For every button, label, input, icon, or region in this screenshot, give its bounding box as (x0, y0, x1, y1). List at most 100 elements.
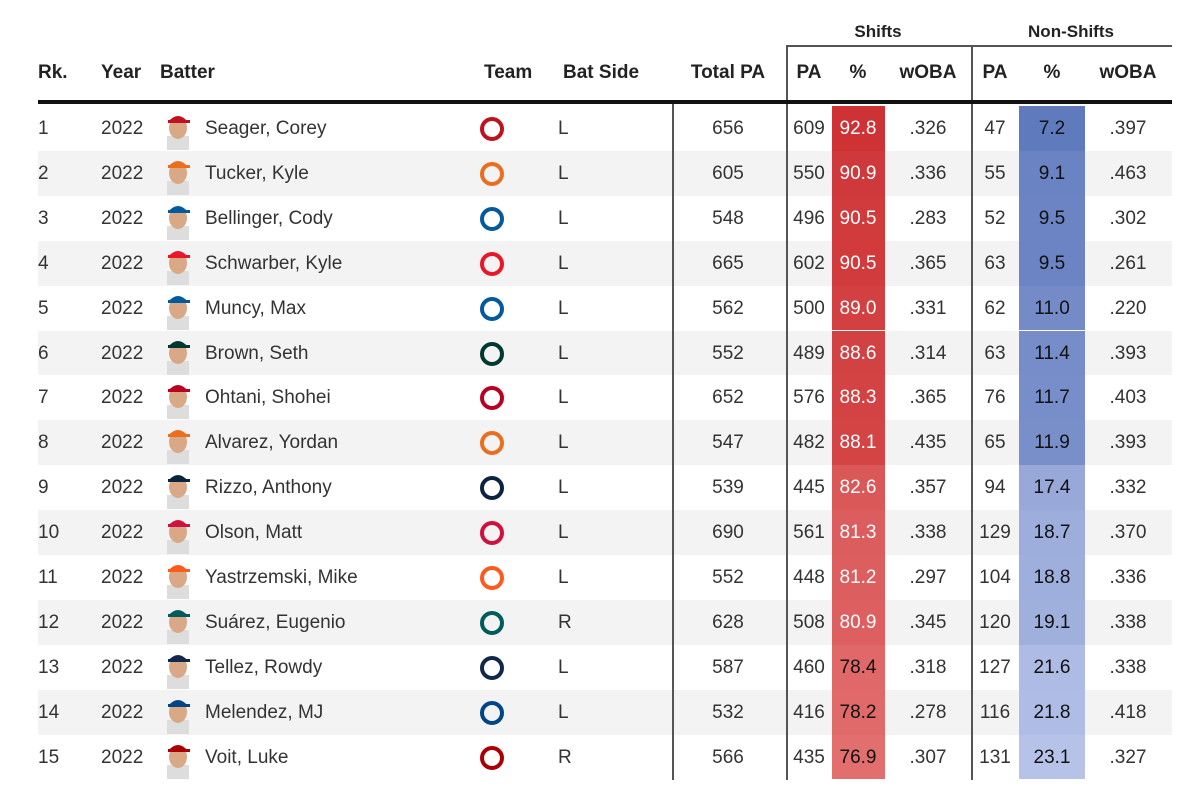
row-band (38, 330, 1172, 376)
nonshift-woba: .327 (1109, 746, 1147, 768)
team-logo (480, 161, 504, 186)
shift-pct-bg (832, 420, 885, 466)
headshot (167, 744, 190, 779)
row-band (38, 689, 1172, 735)
nonshift-woba: .418 (1109, 701, 1147, 723)
headshot (167, 609, 190, 644)
shift-pct: 90.5 (839, 207, 877, 229)
shift-woba: .318 (909, 656, 947, 678)
shift-pct-bg (832, 465, 885, 511)
shift-pa: 602 (793, 252, 825, 274)
bat-side: L (558, 701, 569, 723)
shift-pct: 80.9 (839, 611, 877, 633)
year: 2022 (101, 522, 144, 544)
bat-side: L (558, 252, 569, 274)
nonshift-pct: 11.0 (1034, 297, 1070, 319)
rank: 13 (38, 656, 60, 678)
total-pa: 665 (712, 252, 744, 274)
bat-side: L (558, 207, 569, 229)
shift-woba: .345 (909, 611, 947, 633)
shift-pct: 90.9 (839, 162, 877, 184)
nonshift-pct-bg (1019, 555, 1085, 600)
rank: 6 (38, 342, 49, 364)
shift-woba: .326 (909, 118, 947, 139)
column-header: Year (101, 62, 142, 83)
shift-pct-bg (832, 644, 885, 690)
shift-pct-bg (832, 195, 885, 241)
shift-pa: 460 (793, 656, 825, 678)
headshot (167, 250, 190, 285)
team-logo (480, 296, 504, 321)
rank: 9 (38, 477, 49, 499)
nonshift-pct-bg (1019, 330, 1085, 376)
nonshift-woba: .302 (1109, 207, 1147, 229)
nonshift-pa: 94 (984, 477, 1006, 499)
batter: Schwarber, Kyle (205, 252, 343, 274)
shift-woba: .365 (909, 252, 947, 274)
batter: Tucker, Kyle (205, 162, 309, 184)
batter: Bellinger, Cody (205, 207, 333, 229)
nonshift-woba: .463 (1109, 162, 1147, 184)
rank: 12 (38, 611, 60, 633)
column-header: PA (982, 62, 1008, 83)
total-pa: 587 (712, 656, 744, 678)
year: 2022 (101, 567, 144, 588)
rank: 7 (38, 387, 49, 409)
year: 2022 (101, 207, 144, 229)
headshot (167, 160, 190, 195)
nonshift-pct-bg (1019, 644, 1085, 690)
nonshift-pct-bg (1019, 106, 1085, 151)
year: 2022 (101, 746, 144, 768)
shift-woba: .297 (909, 567, 947, 588)
header-rule (38, 100, 1172, 104)
headshot (167, 205, 190, 240)
row-band (38, 510, 1172, 555)
nonshift-woba: .393 (1109, 342, 1147, 364)
column-header: wOBA (1099, 62, 1157, 83)
nonshift-woba: .370 (1109, 522, 1147, 544)
total-pa: 552 (712, 342, 744, 364)
group-header: Shifts (854, 22, 902, 41)
row-band (38, 240, 1172, 286)
bat-side: L (558, 118, 569, 139)
team-logo (480, 610, 504, 635)
column-header: Rk. (38, 62, 68, 83)
team-logo (480, 386, 504, 411)
bat-side: L (558, 342, 569, 364)
row-band (38, 420, 1172, 466)
column-header: % (1043, 62, 1061, 83)
nonshift-pa: 55 (984, 162, 1006, 184)
nonshift-pct: 23.1 (1033, 746, 1071, 768)
total-pa: 562 (712, 297, 744, 319)
batter: Seager, Corey (205, 118, 327, 139)
shift-woba: .331 (909, 297, 947, 319)
rank: 5 (38, 297, 49, 319)
shift-pct: 78.4 (839, 656, 877, 678)
year: 2022 (101, 252, 144, 274)
team-logo (480, 117, 504, 141)
batter: Alvarez, Yordan (205, 432, 339, 454)
batter: Brown, Seth (205, 342, 309, 364)
shift-pct-bg (832, 330, 885, 376)
bat-side: L (558, 432, 569, 454)
year: 2022 (101, 162, 144, 184)
nonshift-pct: 18.7 (1033, 522, 1071, 544)
shift-pct-bg (832, 240, 885, 286)
shift-pct: 90.5 (839, 252, 877, 274)
nonshift-pa: 76 (984, 387, 1006, 409)
bat-side: L (558, 522, 569, 544)
total-pa: 656 (712, 118, 744, 139)
rank: 15 (38, 746, 60, 768)
year: 2022 (101, 432, 144, 454)
shift-woba: .278 (909, 701, 947, 723)
nonshift-woba: .393 (1109, 432, 1147, 454)
batter: Olson, Matt (205, 522, 303, 544)
shift-pct-bg (832, 150, 885, 196)
shift-woba: .435 (909, 432, 947, 454)
column-header: wOBA (899, 62, 957, 83)
nonshift-pct-bg (1019, 150, 1085, 196)
headshot (167, 340, 190, 375)
nonshift-pct-bg (1019, 599, 1085, 645)
team-logo (480, 655, 504, 680)
